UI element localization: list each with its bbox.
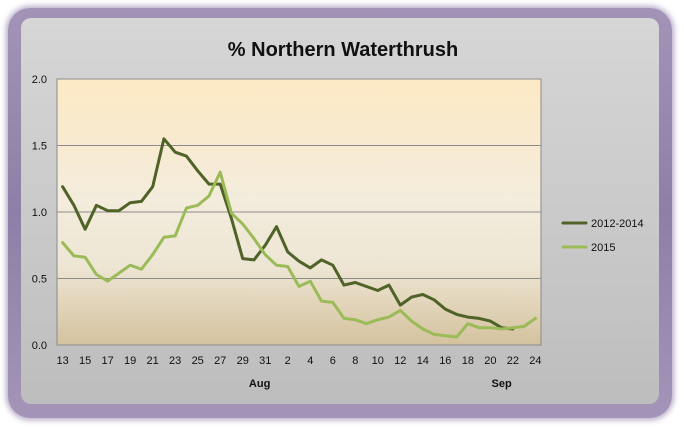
- x-tick-label: 23: [169, 355, 181, 367]
- x-tick-label: 4: [307, 355, 313, 367]
- y-tick-label: 1.0: [32, 207, 47, 219]
- x-tick-label: 14: [417, 355, 429, 367]
- y-tick-label: 0.5: [32, 274, 47, 286]
- month-label: Aug: [249, 378, 270, 390]
- x-tick-label: 17: [102, 355, 114, 367]
- x-tick-label: 31: [259, 355, 271, 367]
- x-tick-label: 16: [439, 355, 451, 367]
- x-tick-label: 10: [372, 355, 384, 367]
- month-label: Sep: [492, 378, 512, 390]
- x-tick-label: 2: [285, 355, 291, 367]
- x-tick-label: 6: [330, 355, 336, 367]
- y-tick-label: 2.0: [32, 74, 47, 86]
- x-tick-label: 20: [484, 355, 496, 367]
- y-tick-label: 0.0: [32, 340, 47, 352]
- x-tick-label: 15: [79, 355, 91, 367]
- x-tick-label: 25: [192, 355, 204, 367]
- series-line-1: [61, 170, 537, 339]
- x-tick-label: 19: [124, 355, 136, 367]
- x-tick-label: 27: [214, 355, 226, 367]
- legend-label: 2015: [591, 242, 615, 254]
- x-tick-label: 12: [394, 355, 406, 367]
- x-tick-label: 22: [507, 355, 519, 367]
- x-tick-label: 13: [57, 355, 69, 367]
- y-tick-label: 1.5: [32, 141, 47, 153]
- series-line-0: [61, 137, 515, 331]
- x-tick-label: 8: [352, 355, 358, 367]
- x-tick-label: 24: [529, 355, 541, 367]
- x-tick-label: 29: [237, 355, 249, 367]
- chart-title: % Northern Waterthrush: [228, 39, 458, 61]
- x-tick-label: 18: [462, 355, 474, 367]
- legend-label: 2012-2014: [591, 218, 644, 230]
- x-tick-label: 21: [147, 355, 159, 367]
